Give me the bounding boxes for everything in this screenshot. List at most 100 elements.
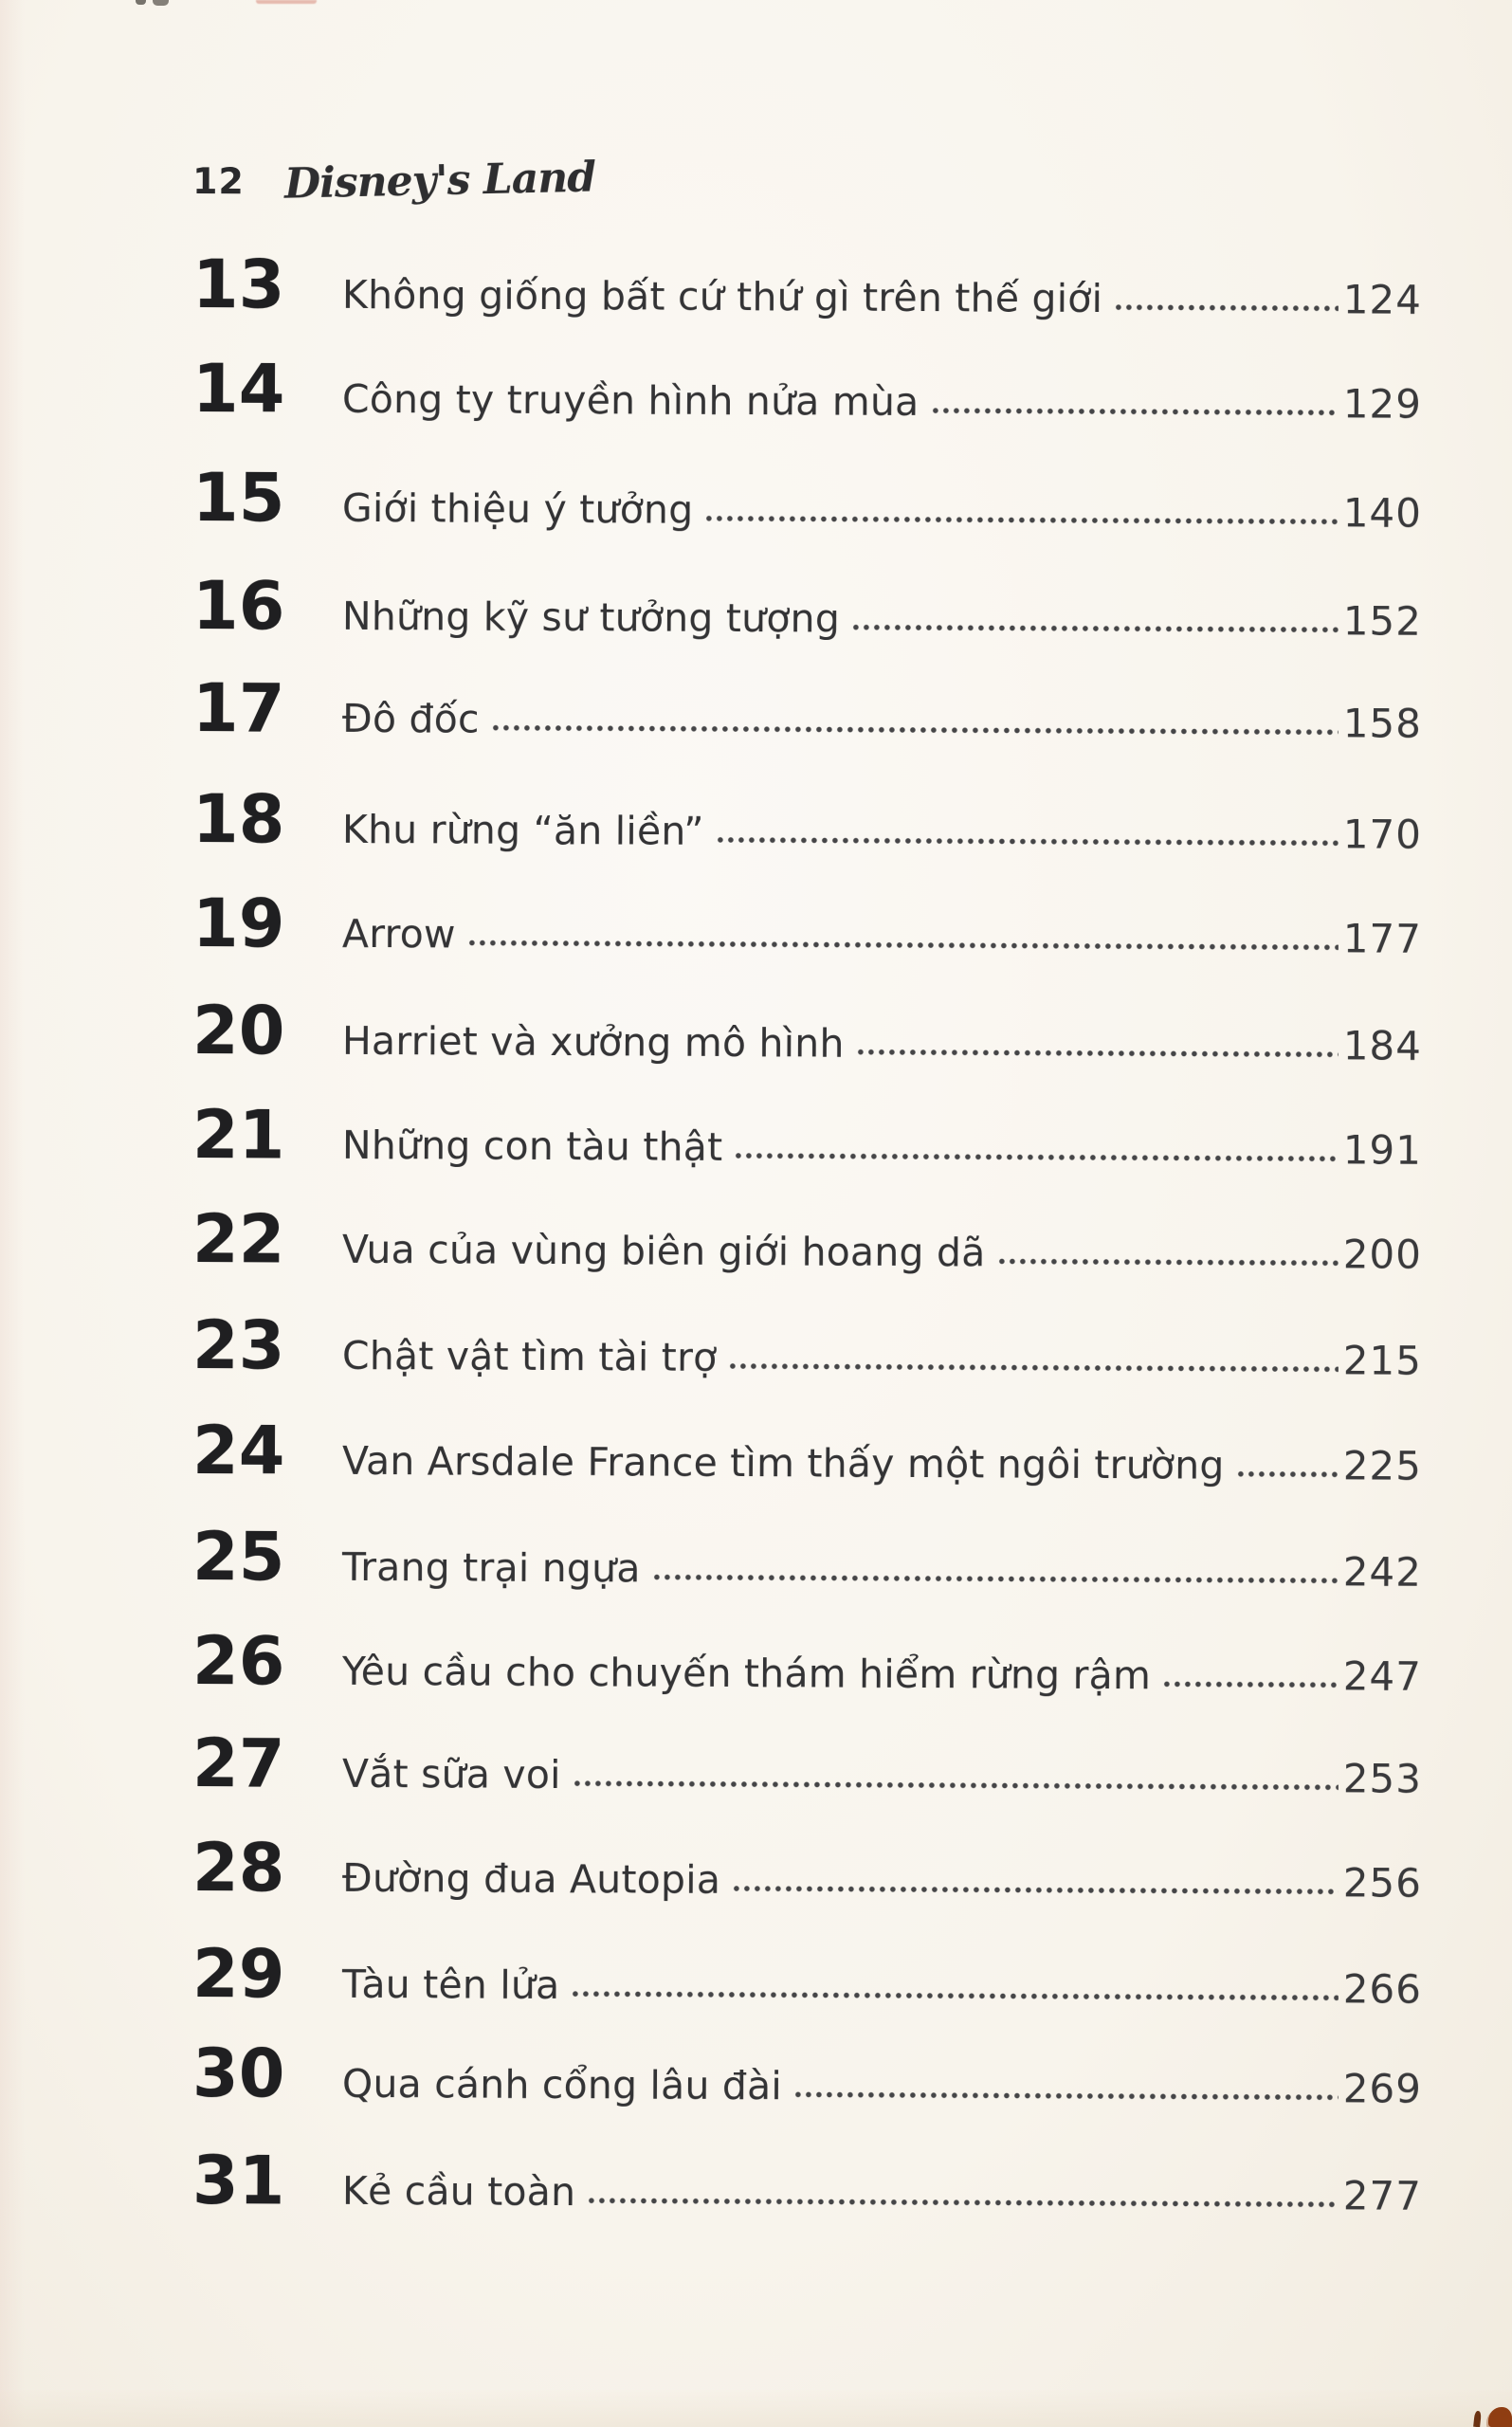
chapter-title: Không giống bất cứ thứ gì trên thế giới [341, 271, 1103, 322]
chapter-title: Trang trại ngựa [341, 1543, 641, 1592]
chapter-page: 277 [1342, 2172, 1423, 2219]
chapter-number: 15 [191, 459, 285, 538]
page-header: 12 Disney's Land [191, 153, 596, 209]
chapter-page: 177 [1342, 915, 1423, 962]
chapter-number: 26 [191, 1622, 285, 1701]
dot-leader [716, 834, 1339, 849]
book-title-logo: Disney's Land [283, 153, 596, 209]
chapter-page: 256 [1342, 1859, 1423, 1907]
chapter-page: 242 [1342, 1548, 1423, 1596]
chapter-number: 16 [191, 567, 285, 646]
toc-entry: 13 Không giống bất cứ thứ gì trên thế gi… [192, 246, 1423, 324]
chapter-page: 124 [1342, 276, 1423, 323]
chapter-title: Harriet và xưởng mô hình [341, 1017, 845, 1067]
chapter-title: Yêu cầu cho chuyến thám hiểm rừng rậm [341, 1648, 1152, 1699]
chapter-title: Vắt sữa voi [341, 1750, 561, 1798]
chapter-title: Vua của vùng biên giới hoang dã [341, 1226, 986, 1276]
chapter-title: Chật vật tìm tài trợ [341, 1332, 718, 1380]
toc-entry: 15 Giới thiệu ý tưởng 140 [191, 459, 1423, 538]
chapter-title: Kẻ cầu toàn [341, 2167, 576, 2216]
toc-entry: 26 Yêu cầu cho chuyến thám hiểm rừng rậm… [191, 1622, 1423, 1701]
dot-leader [851, 622, 1339, 635]
scan-artifact-top-red-smudge [256, 0, 317, 4]
chapter-number: 31 [191, 2142, 285, 2220]
chapter-page: 191 [1342, 1126, 1423, 1174]
chapter-page: 158 [1342, 700, 1423, 747]
scan-artifact-top-left [136, 0, 146, 5]
chapter-number: 24 [191, 1412, 285, 1490]
chapter-title: Arrow [341, 910, 456, 958]
dot-leader [856, 1047, 1339, 1060]
chapter-title: Van Arsdale France tìm thấy một ngôi trư… [341, 1437, 1225, 1488]
toc-entry: 14 Công ty truyền hình nửa mùa 129 [191, 350, 1423, 429]
chapter-number: 29 [191, 1935, 285, 2014]
scan-artifact-corner-blob [1488, 2407, 1512, 2427]
toc-entry: 29 Tàu tên lửa 266 [191, 1935, 1423, 2014]
toc-entry: 20 Harriet và xưởng mô hình 184 [191, 992, 1422, 1070]
chapter-number: 28 [191, 1829, 285, 1907]
chapter-number: 30 [191, 2035, 285, 2113]
chapter-title: Những kỹ sư tưởng tượng [341, 593, 841, 642]
scan-artifact-corner-mark [1473, 2410, 1482, 2427]
dot-leader [997, 1256, 1339, 1268]
chapter-page: 269 [1342, 2065, 1423, 2112]
chapter-number: 22 [191, 1200, 285, 1279]
toc-entry: 24 Van Arsdale France tìm thấy một ngôi … [191, 1412, 1423, 1490]
toc-entry: 17 Đô đốc 158 [191, 669, 1423, 748]
chapter-title: Giới thiệu ý tưởng [341, 484, 694, 533]
dot-leader [491, 722, 1339, 738]
dot-leader [931, 406, 1339, 418]
dot-leader [1115, 302, 1339, 314]
toc-entry: 23 Chật vật tìm tài trợ 215 [191, 1306, 1423, 1385]
dot-leader [588, 2196, 1339, 2210]
chapter-number: 20 [191, 992, 285, 1070]
toc-entry: 22 Vua của vùng biên giới hoang dã 200 [191, 1200, 1423, 1279]
dot-leader [735, 1150, 1339, 1164]
chapter-title: Qua cánh cổng lâu đài [341, 2060, 783, 2109]
dot-leader [793, 2089, 1339, 2103]
chapter-page: 140 [1342, 489, 1423, 537]
toc-entry: 19 Arrow 177 [191, 885, 1423, 963]
chapter-title: Đường đua Autopia [341, 1854, 721, 1903]
toc-entry: 31 Kẻ cầu toàn 277 [191, 2142, 1423, 2220]
chapter-page: 225 [1342, 1442, 1423, 1489]
dot-leader [573, 1779, 1339, 1793]
dot-leader [729, 1360, 1339, 1375]
chapter-number: 19 [191, 885, 285, 963]
chapter-number: 27 [191, 1724, 285, 1803]
chapter-page: 247 [1342, 1652, 1423, 1700]
toc-entry: 27 Vắt sữa voi 253 [191, 1724, 1422, 1803]
chapter-number: 25 [191, 1518, 285, 1597]
chapter-page: 170 [1342, 811, 1423, 858]
dot-leader [733, 1883, 1339, 1897]
chapter-number: 14 [191, 350, 285, 429]
chapter-number: 18 [191, 780, 285, 859]
chapter-page: 215 [1342, 1337, 1423, 1384]
chapter-title: Công ty truyền hình nửa mùa [341, 375, 920, 426]
dot-leader [652, 1572, 1339, 1586]
chapter-page: 129 [1342, 380, 1423, 428]
chapter-page: 152 [1342, 597, 1423, 645]
chapter-title: Đô đốc [341, 695, 480, 742]
chapter-title: Khu rừng “ăn liền” [341, 806, 704, 854]
toc-entry: 18 Khu rừng “ăn liền” 170 [191, 780, 1423, 859]
chapter-number: 23 [191, 1306, 285, 1385]
toc-entry: 25 Trang trại ngựa 242 [191, 1518, 1423, 1597]
chapter-title: Những con tàu thật [341, 1122, 723, 1170]
dot-leader [572, 1989, 1339, 2003]
folio-page-number: 12 [191, 160, 245, 203]
toc-entry: 16 Những kỹ sư tưởng tượng 152 [191, 567, 1423, 646]
dot-leader [705, 513, 1339, 527]
dot-leader [467, 938, 1339, 953]
chapter-number: 17 [191, 669, 285, 748]
dot-leader [1236, 1469, 1339, 1480]
scan-artifact-top-left-2 [153, 0, 169, 6]
chapter-page: 200 [1342, 1231, 1423, 1278]
toc-entry: 30 Qua cánh cổng lâu đài 269 [191, 2035, 1423, 2113]
chapter-number: 21 [191, 1096, 285, 1175]
dot-leader [1162, 1679, 1339, 1690]
toc-entry: 28 Đường đua Autopia 256 [191, 1829, 1423, 1907]
toc-entry: 21 Những con tàu thật 191 [191, 1096, 1423, 1175]
chapter-title: Tàu tên lửa [341, 1961, 560, 2009]
chapter-page: 266 [1342, 1965, 1423, 2013]
